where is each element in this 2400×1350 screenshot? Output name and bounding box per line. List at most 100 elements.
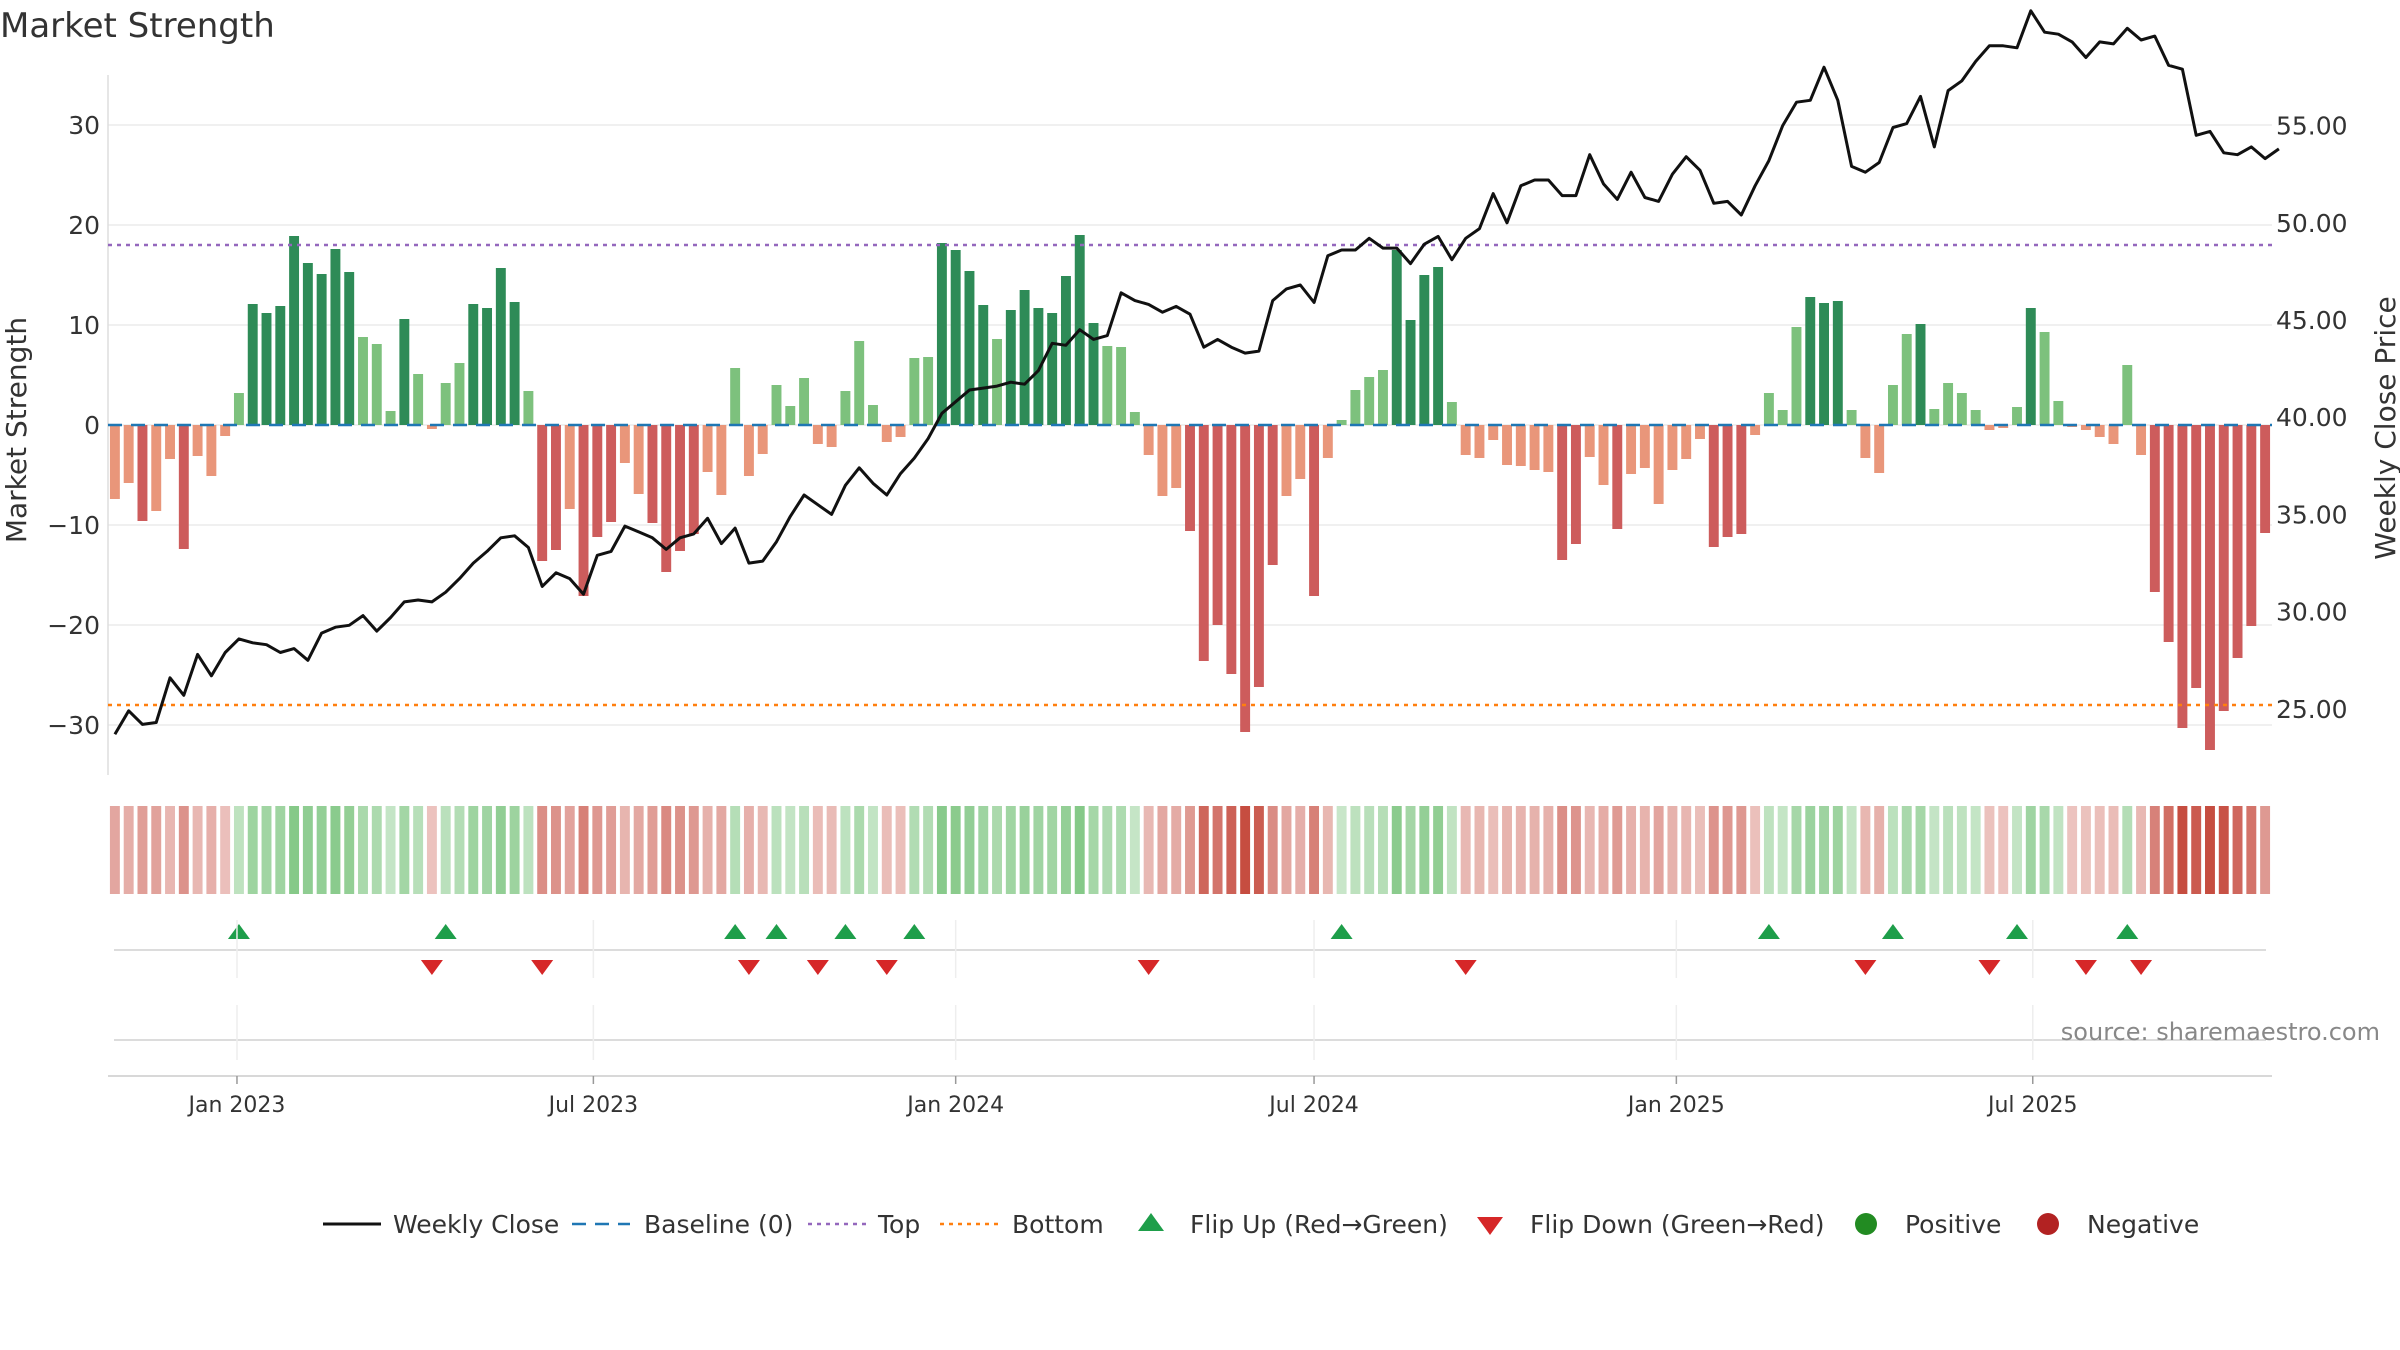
legend-label: Flip Up (Red→Green) [1190,1210,1448,1239]
state-cell [550,806,561,894]
state-cell [2025,806,2036,894]
strength-bar [592,425,603,537]
strength-bar [454,363,465,425]
state-cell [950,806,961,894]
state-cell [1543,806,1554,894]
strength-bar [523,391,534,425]
strength-bar [578,425,589,596]
flip-up-marker [1330,924,1353,939]
strength-bar [233,393,244,425]
state-cell [1033,806,1044,894]
state-cell [675,806,685,894]
state-cell [495,806,506,894]
strength-bar [1984,425,1995,430]
flip-up-marker [2006,924,2029,939]
strength-bar [550,425,561,550]
strength-bar [1336,420,1347,425]
legend-label: Flip Down (Green→Red) [1530,1210,1825,1239]
state-cell [647,806,658,894]
strength-bar [619,425,630,463]
state-cell [1570,806,1581,894]
state-cell [1350,806,1361,894]
state-cell [785,806,796,894]
y2-tick-label: 40.00 [2276,403,2348,432]
strength-bar [482,308,493,425]
state-cell [1584,806,1595,894]
legend: Weekly Close Baseline (0) Top Bottom Flip Up… [323,1210,2199,1239]
strength-bar [826,425,837,447]
strength-bar [399,319,410,425]
left-y-axis: 30 20 10 0 −10 −20 −30 [47,111,100,740]
chart-title: Market Strength [0,6,275,46]
state-cell [1612,806,1623,894]
strength-bar [537,425,548,561]
strength-bar [2039,332,2050,425]
flip-down-marker [1137,960,1160,975]
strength-bar [1433,267,1444,425]
strength-bar [799,378,810,425]
state-cell [2205,806,2215,894]
state-cell [233,806,244,894]
x-tick-label: Jul 2023 [547,1093,639,1118]
state-cell [1074,806,1085,894]
state-cell [661,806,672,894]
state-cell [2218,806,2229,894]
strength-bar [1626,425,1637,474]
y2-tick-label: 55.00 [2276,112,2348,141]
state-cell [1378,806,1388,894]
strength-bar [1116,347,1127,425]
strength-bar [1874,425,1885,473]
strength-bar [812,425,823,444]
source-note: source: sharemaestro.com [2061,1018,2380,1046]
state-cell [1185,806,1195,894]
strength-bar [909,358,920,425]
y-tick-label: 30 [68,111,100,140]
strength-bar [688,425,699,534]
state-cell [730,806,741,894]
flip-up-marker [834,924,857,939]
strength-bar [1915,324,1926,425]
state-cell [702,806,713,894]
strength-bar [1557,425,1568,560]
state-cell [1667,806,1678,894]
state-cell [1805,806,1816,894]
state-cell [757,806,768,894]
strength-bar [2025,308,2036,425]
strength-bar [1956,393,1967,425]
state-cell [992,806,1002,894]
strength-bar [2080,425,2091,430]
flip-down-marker [531,960,554,975]
legend-swatch-circle [1855,1213,1877,1235]
strength-bar [275,306,286,425]
state-cell [1557,806,1568,894]
y2-tick-label: 45.00 [2276,306,2348,335]
state-cell [1116,806,1127,894]
strength-bar [413,374,424,425]
state-cell [936,806,947,894]
state-cell [619,806,630,894]
state-cell [2094,806,2105,894]
strength-bar [1102,346,1113,425]
state-cell [1253,806,1264,894]
state-cell [564,806,575,894]
state-cell [854,806,865,894]
strength-bar [192,425,203,456]
state-cell [2039,806,2050,894]
state-cell [178,806,189,894]
legend-label: Weekly Close [393,1210,559,1239]
state-cell [964,806,975,894]
strength-bar [1240,425,1251,732]
strength-bar [1639,425,1650,468]
flip-up-marker [434,924,457,939]
strength-bar [1598,425,1609,485]
state-cell [1309,806,1320,894]
state-cell [1956,806,1967,894]
state-cell [592,806,603,894]
state-cell [523,806,534,894]
strength-bar [2163,425,2174,642]
state-cell [151,806,162,894]
strength-bar [1529,425,1540,470]
strength-bar [1005,310,1016,425]
state-cell [1722,806,1733,894]
state-cell [275,806,286,894]
